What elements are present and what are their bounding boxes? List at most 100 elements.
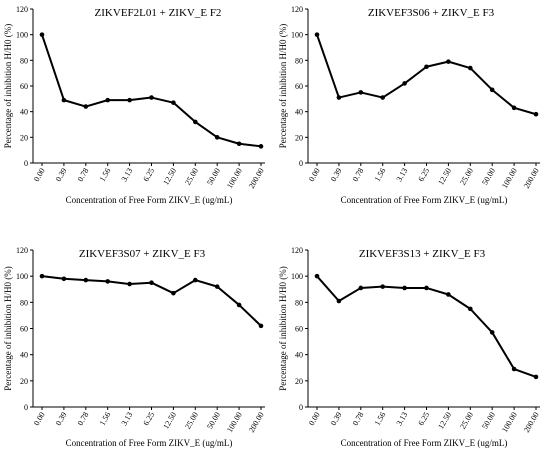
y-tick-label: 0 bbox=[299, 403, 303, 412]
y-tick-label: 100 bbox=[16, 272, 28, 281]
y-tick-label: 40 bbox=[20, 108, 28, 117]
x-tick-label: 0.00 bbox=[32, 167, 47, 184]
x-axis-title: Concentration of Free Form ZIKV_E (ug/mL… bbox=[341, 438, 508, 448]
x-tick-label: 12.50 bbox=[161, 411, 178, 431]
x-tick-label: 25.00 bbox=[183, 167, 200, 187]
data-point bbox=[402, 81, 407, 86]
y-axis-title: Percentage of inhibition H/H0 (%) bbox=[278, 24, 288, 148]
y-tick-label: 20 bbox=[295, 133, 303, 142]
chart-panel-2: 0 20 40 60 80 100 120 0.00 0.39 0.78 1.56 3.13 6.25 1… bbox=[278, 5, 541, 205]
data-point bbox=[511, 105, 517, 111]
data-point bbox=[149, 95, 154, 100]
x-tick-label: 1.56 bbox=[373, 411, 388, 428]
data-point bbox=[127, 97, 132, 103]
x-tick-label: 100.00 bbox=[225, 167, 244, 191]
data-point bbox=[83, 104, 89, 109]
x-tick-label: 0.00 bbox=[32, 411, 47, 428]
data-point bbox=[258, 323, 264, 329]
y-tick-label: 0 bbox=[24, 403, 28, 412]
data-point bbox=[171, 290, 176, 296]
data-point bbox=[402, 285, 407, 291]
data-point bbox=[39, 32, 45, 37]
x-axis-title: Concentration of Free Form ZIKV_E (ug/mL… bbox=[66, 195, 233, 205]
y-tick-label: 40 bbox=[295, 351, 303, 360]
data-point bbox=[446, 59, 451, 64]
y-tick-label: 120 bbox=[16, 5, 28, 14]
data-point bbox=[258, 144, 264, 149]
chart-title: ZIKVEF3S06 + ZIKV_E F3 bbox=[368, 7, 495, 19]
data-point bbox=[214, 135, 220, 140]
x-tick-label: 25.00 bbox=[183, 411, 200, 431]
x-tick-label: 0.39 bbox=[54, 411, 69, 428]
y-tick-label: 20 bbox=[295, 377, 303, 386]
x-tick-label: 25.00 bbox=[458, 411, 475, 431]
data-point bbox=[61, 276, 67, 282]
data-point bbox=[424, 285, 429, 291]
data-point bbox=[336, 95, 342, 100]
data-point bbox=[468, 306, 473, 312]
x-axis-title: Concentration of Free Form ZIKV_E (ug/mL… bbox=[66, 438, 233, 448]
y-tick-label: 40 bbox=[20, 351, 28, 360]
x-tick-label: 200.00 bbox=[247, 411, 266, 435]
data-point bbox=[468, 65, 473, 71]
y-tick-label: 120 bbox=[291, 246, 303, 255]
y-tick-label: 60 bbox=[20, 325, 28, 334]
y-tick-label: 120 bbox=[291, 5, 303, 14]
data-point bbox=[533, 374, 539, 380]
chart-panel-3: 0 20 40 60 80 100 120 0.00 0.39 0.78 1.56 3.13 6.25 1… bbox=[3, 246, 266, 448]
x-tick-label: 6.25 bbox=[416, 167, 431, 184]
x-tick-label: 25.00 bbox=[458, 167, 475, 187]
data-point bbox=[105, 279, 110, 284]
y-tick-label: 0 bbox=[299, 159, 303, 168]
x-tick-label: 12.50 bbox=[436, 167, 453, 187]
x-tick-label: 100.00 bbox=[500, 167, 519, 191]
x-tick-label: 0.00 bbox=[307, 167, 322, 184]
y-axis-title: Percentage of inhibition H/H0 (%) bbox=[278, 266, 288, 390]
data-point bbox=[193, 119, 198, 125]
x-tick-label: 1.56 bbox=[98, 167, 113, 184]
x-tick-label: 12.50 bbox=[161, 167, 178, 187]
x-tick-label: 0.78 bbox=[351, 411, 366, 428]
data-point bbox=[193, 277, 198, 283]
y-tick-label: 20 bbox=[20, 133, 28, 142]
x-tick-label: 3.13 bbox=[395, 167, 410, 184]
data-point bbox=[511, 366, 517, 372]
chart-title: ZIKVEF3S07 + ZIKV_E F3 bbox=[79, 248, 206, 260]
y-tick-label: 0 bbox=[24, 159, 28, 168]
x-tick-label: 3.13 bbox=[120, 411, 135, 428]
x-tick-label: 200.00 bbox=[522, 167, 541, 191]
y-tick-label: 60 bbox=[295, 325, 303, 334]
x-tick-label: 50.00 bbox=[480, 167, 497, 187]
chart-panel-1: 0 20 40 60 80 100 120 0.00 0.39 0.78 1.56 3.13 6.25 1… bbox=[3, 5, 266, 205]
data-point bbox=[380, 284, 385, 289]
data-point bbox=[214, 284, 220, 289]
x-axis-title: Concentration of Free Form ZIKV_E (ug/mL… bbox=[341, 195, 508, 205]
y-tick-label: 100 bbox=[291, 272, 303, 281]
x-tick-label: 100.00 bbox=[500, 411, 519, 435]
x-tick-label: 0.39 bbox=[329, 411, 344, 428]
x-tick-label: 6.25 bbox=[141, 411, 156, 428]
x-tick-label: 100.00 bbox=[225, 411, 244, 435]
y-tick-label: 60 bbox=[20, 82, 28, 91]
data-point bbox=[358, 90, 364, 95]
data-point bbox=[358, 285, 364, 291]
x-tick-label: 6.25 bbox=[416, 411, 431, 428]
y-tick-label: 80 bbox=[20, 298, 28, 307]
x-tick-label: 1.56 bbox=[373, 167, 388, 184]
x-tick-label: 200.00 bbox=[522, 411, 541, 435]
x-tick-label: 0.00 bbox=[307, 411, 322, 428]
y-tick-label: 100 bbox=[291, 31, 303, 40]
y-tick-label: 20 bbox=[20, 377, 28, 386]
y-tick-label: 40 bbox=[295, 108, 303, 117]
x-tick-label: 12.50 bbox=[436, 411, 453, 431]
x-tick-label: 0.39 bbox=[54, 167, 69, 184]
data-point bbox=[380, 95, 385, 100]
chart-panel-4: 0 20 40 60 80 100 120 0.00 0.39 0.78 1.56 3.13 6.25 1… bbox=[278, 246, 541, 448]
data-point bbox=[533, 111, 539, 117]
y-tick-label: 60 bbox=[295, 82, 303, 91]
y-axis-title: Percentage of inhibition H/H0 (%) bbox=[3, 24, 13, 148]
data-point bbox=[83, 277, 89, 283]
y-tick-label: 80 bbox=[295, 56, 303, 65]
data-point bbox=[489, 330, 495, 335]
data-point bbox=[61, 97, 67, 103]
